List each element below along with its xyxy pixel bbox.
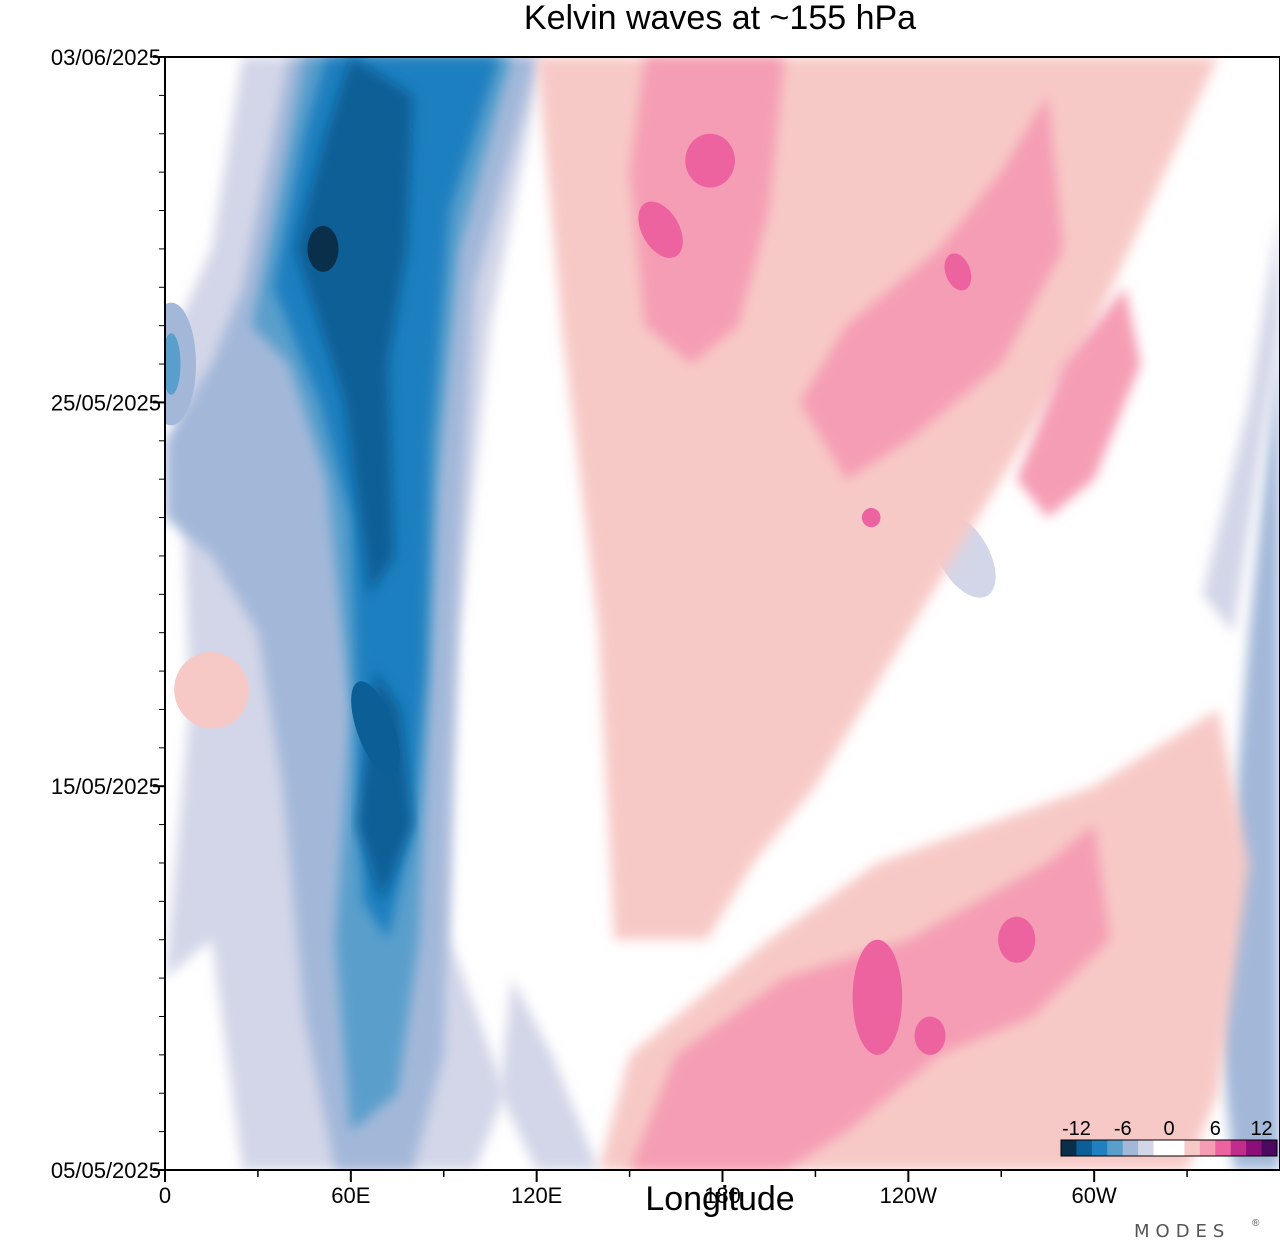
negative-contour-level-12 (351, 681, 401, 776)
colorbar-frame (1060, 1139, 1278, 1157)
colorbar-swatch (1261, 1140, 1278, 1156)
colorbar-swatch (1107, 1140, 1124, 1156)
colorbar-tick-label: 6 (1210, 1118, 1221, 1140)
y-tick-label: 15/05/2025 (51, 774, 161, 799)
positive-contour-west-patch (174, 652, 249, 729)
x-tick-label: 0 (159, 1183, 171, 1208)
positive-contour-level-6-d (998, 916, 1036, 963)
registered-mark: ® (1252, 1218, 1260, 1229)
colorbar-tick-label: -12 (1062, 1118, 1091, 1140)
positive-contour-level-6-e (914, 1016, 946, 1055)
positive-contour-level-6-b (638, 201, 683, 258)
colorbar-swatch (1246, 1140, 1263, 1156)
positive-contour-level-4-midupper-b (1016, 287, 1141, 518)
positive-contour-level-4-midupper (799, 95, 1064, 480)
colorbar-swatch (1184, 1140, 1201, 1156)
x-tick-label: 120W (880, 1183, 938, 1208)
modes-logo: MODES ® (1134, 1218, 1260, 1242)
negative-contour-level-14 (307, 225, 339, 272)
chart-title: Kelvin waves at ~155 hPa (524, 0, 916, 37)
colorbar-swatch (1091, 1140, 1108, 1156)
colorbar: -12 -6 0 6 12 (1060, 1118, 1278, 1157)
positive-contour-level-6-f (944, 253, 972, 291)
x-axis-label: Longitude (645, 1180, 794, 1218)
y-tick-label: 03/06/2025 (51, 45, 161, 70)
x-tick-label: 120E (511, 1183, 562, 1208)
x-tick-label: 60W (1072, 1183, 1117, 1208)
colorbar-tick-label: 12 (1250, 1118, 1272, 1140)
negative-contour-level-2-east (499, 978, 599, 1170)
colorbar-swatch (1061, 1140, 1077, 1156)
colorbar-tick-label: 0 (1163, 1118, 1174, 1140)
positive-contour-level-6-g (861, 507, 881, 528)
colorbar-swatch (1215, 1140, 1232, 1156)
colorbar-swatch (1076, 1140, 1093, 1156)
colorbar-swatch (1122, 1140, 1139, 1156)
x-tick-label: 180 (704, 1183, 741, 1208)
colorbar-swatch (1199, 1140, 1216, 1156)
negative-contour-west-upper-core (165, 333, 181, 395)
colorbar-tick-label: -6 (1114, 1118, 1132, 1140)
negative-contour-level-10 (295, 57, 413, 595)
plot-area: 0 60E 120E 180 120W 60W 05/05/2025 15/05/2025 2… (51, 45, 1280, 1208)
y-axis: 05/05/2025 15/05/2025 25/05/2025 03/06/2025 (51, 45, 165, 1183)
y-tick-label: 25/05/2025 (51, 390, 161, 415)
positive-contour-level-6-c (852, 939, 903, 1055)
contour-field (165, 57, 1280, 1170)
x-tick-label: 60E (331, 1183, 370, 1208)
colorbar-swatch (1169, 1140, 1185, 1156)
colorbar-swatch (1138, 1140, 1155, 1156)
negative-contour-east-edge-upper (1202, 210, 1280, 633)
x-axis: 0 60E 120E 180 120W 60W (159, 1170, 1188, 1208)
y-tick-label: 05/05/2025 (51, 1158, 161, 1183)
colorbar-swatch (1230, 1140, 1247, 1156)
positive-contour-level-4 (629, 57, 785, 364)
positive-contour-level-6-a (685, 133, 735, 188)
colorbar-swatch (1153, 1140, 1170, 1156)
modes-logo-text: MODES (1134, 1221, 1230, 1242)
